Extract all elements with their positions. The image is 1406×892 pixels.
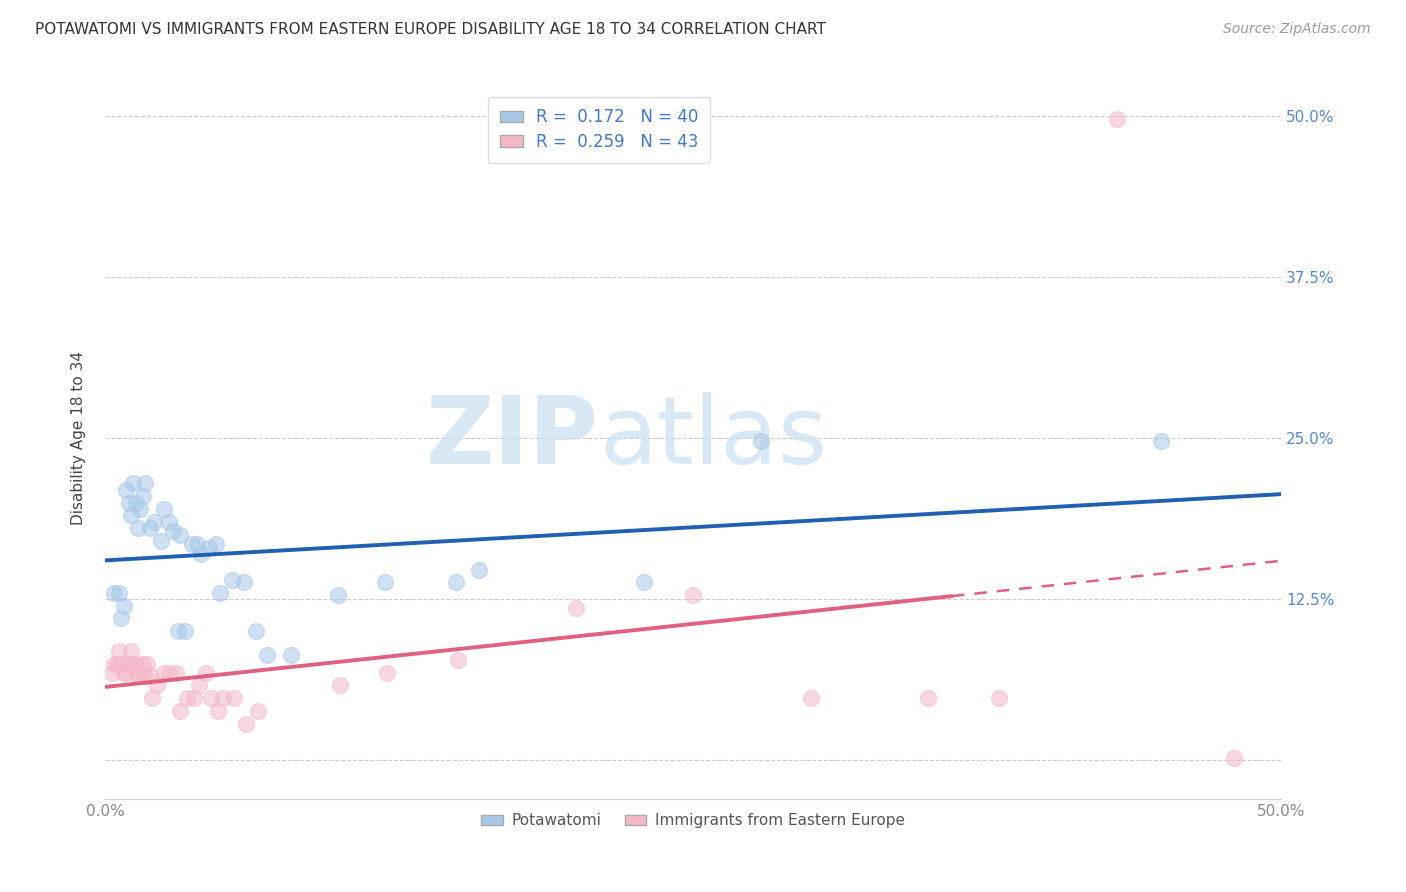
Point	[633, 575, 655, 590]
Text: atlas: atlas	[599, 392, 827, 484]
Point	[131, 657, 153, 671]
Point	[120, 643, 142, 657]
Point	[112, 665, 135, 680]
Point	[235, 717, 257, 731]
Point	[444, 575, 467, 590]
Point	[176, 691, 198, 706]
Point	[101, 665, 124, 680]
Point	[174, 624, 197, 639]
Point	[127, 669, 149, 683]
Point	[209, 585, 232, 599]
Point	[167, 624, 190, 639]
Point	[224, 691, 246, 706]
Point	[181, 537, 204, 551]
Point	[157, 515, 180, 529]
Point	[1150, 434, 1173, 448]
Point	[103, 585, 125, 599]
Point	[280, 648, 302, 662]
Point	[197, 541, 219, 555]
Text: ZIP: ZIP	[426, 392, 599, 484]
Point	[917, 691, 939, 706]
Point	[245, 624, 267, 639]
Point	[103, 657, 125, 671]
Point	[112, 599, 135, 613]
Point	[115, 665, 138, 680]
Point	[169, 527, 191, 541]
Point	[153, 665, 176, 680]
Point	[564, 601, 586, 615]
Point	[186, 537, 208, 551]
Point	[110, 611, 132, 625]
Y-axis label: Disability Age 18 to 34: Disability Age 18 to 34	[72, 351, 86, 525]
Point	[169, 704, 191, 718]
Point	[375, 665, 398, 680]
Point	[211, 691, 233, 706]
Point	[136, 657, 159, 671]
Point	[157, 665, 180, 680]
Point	[153, 502, 176, 516]
Point	[150, 534, 173, 549]
Point	[131, 489, 153, 503]
Point	[468, 562, 491, 576]
Point	[117, 495, 139, 509]
Point	[165, 665, 187, 680]
Point	[138, 669, 160, 683]
Point	[134, 669, 156, 683]
Point	[800, 691, 823, 706]
Point	[115, 483, 138, 497]
Point	[183, 691, 205, 706]
Point	[110, 657, 132, 671]
Point	[204, 537, 226, 551]
Point	[232, 575, 254, 590]
Point	[143, 515, 166, 529]
Point	[682, 588, 704, 602]
Point	[145, 678, 167, 692]
Point	[751, 434, 773, 448]
Point	[134, 476, 156, 491]
Text: POTAWATOMI VS IMMIGRANTS FROM EASTERN EUROPE DISABILITY AGE 18 TO 34 CORRELATION: POTAWATOMI VS IMMIGRANTS FROM EASTERN EU…	[35, 22, 827, 37]
Point	[108, 585, 131, 599]
Point	[195, 665, 218, 680]
Point	[105, 657, 128, 671]
Point	[221, 573, 243, 587]
Point	[447, 653, 470, 667]
Point	[207, 704, 229, 718]
Point	[329, 678, 352, 692]
Point	[138, 521, 160, 535]
Point	[124, 657, 146, 671]
Point	[190, 547, 212, 561]
Point	[108, 643, 131, 657]
Point	[127, 521, 149, 535]
Point	[162, 524, 184, 538]
Point	[129, 502, 152, 516]
Point	[326, 588, 349, 602]
Point	[122, 476, 145, 491]
Point	[246, 704, 269, 718]
Point	[256, 648, 278, 662]
Point	[129, 669, 152, 683]
Point	[374, 575, 396, 590]
Point	[117, 657, 139, 671]
Point	[122, 657, 145, 671]
Point	[988, 691, 1011, 706]
Point	[188, 678, 211, 692]
Point	[141, 691, 163, 706]
Point	[124, 495, 146, 509]
Legend: Potawatomi, Immigrants from Eastern Europe: Potawatomi, Immigrants from Eastern Euro…	[475, 807, 911, 835]
Text: Source: ZipAtlas.com: Source: ZipAtlas.com	[1223, 22, 1371, 37]
Point	[1105, 112, 1128, 126]
Point	[120, 508, 142, 523]
Point	[1223, 750, 1246, 764]
Point	[200, 691, 222, 706]
